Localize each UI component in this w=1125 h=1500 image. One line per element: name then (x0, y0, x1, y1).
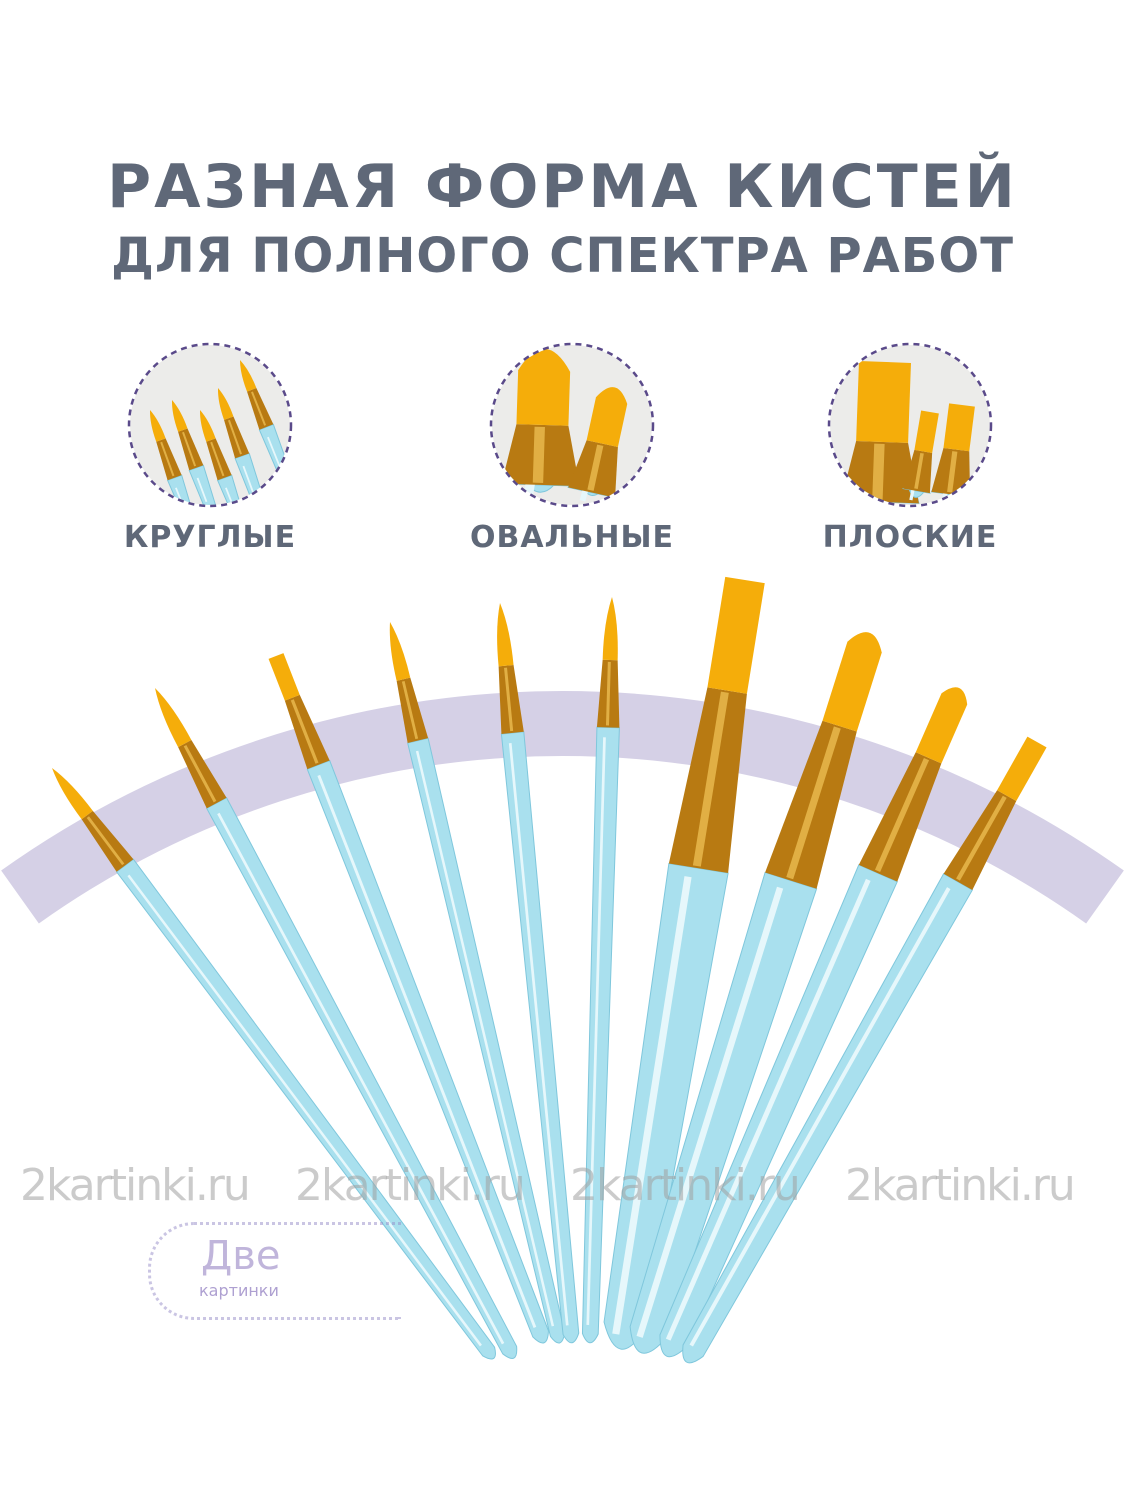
heading-line-1: РАЗНАЯ ФОРМА КИСТЕЙ (107, 152, 1018, 222)
ferrule-shine (914, 452, 924, 490)
brush-bristles (52, 768, 93, 820)
brush-bristles (155, 688, 192, 748)
ferrule-shine (183, 744, 217, 803)
watermark-logo: Две картинки (148, 1222, 401, 1320)
ferrule-shine (210, 441, 225, 477)
mini-brush (500, 348, 581, 496)
ferrule-shine (956, 795, 1007, 881)
brush-handle (682, 873, 974, 1364)
handle-highlight (508, 743, 569, 1326)
ferrule-shine (947, 451, 958, 493)
mini-brush (171, 400, 218, 505)
brush-bristles (586, 387, 628, 448)
watermark-text: 2kartinki.ru (570, 1160, 801, 1211)
circle-dashed-border (127, 342, 293, 508)
ferrule-shine (504, 667, 514, 732)
brush-bristles (171, 400, 188, 432)
circle-dashed-border (827, 342, 993, 508)
circle-content (500, 348, 628, 502)
ferrule-shine (251, 391, 267, 426)
handle-highlight (586, 737, 606, 1325)
watermark-text: 2kartinki.ru (845, 1160, 1076, 1211)
ferrule-shine (290, 699, 319, 764)
mini-brush (902, 410, 939, 501)
brush-bristles (240, 360, 257, 392)
handle-highlight (217, 812, 505, 1345)
paintbrush (155, 688, 518, 1359)
ferrule-shine (692, 691, 729, 867)
paintbrush (268, 653, 549, 1344)
brush-ferrule (498, 664, 524, 734)
handle-highlight (196, 477, 208, 503)
handle-highlight (415, 750, 555, 1327)
mini-brush (149, 410, 193, 505)
ferrule-shine (86, 816, 125, 866)
brush-handle (581, 726, 620, 1344)
brush-bristles (217, 388, 234, 420)
paintbrush (389, 622, 566, 1344)
brush-bristles (707, 576, 765, 694)
brush-bristles (915, 687, 968, 764)
decorative-arc (1, 691, 1124, 924)
ferrule-shine (532, 426, 545, 484)
brush-ferrule (396, 677, 429, 743)
handle-highlight (665, 878, 871, 1341)
ferrule-shine (401, 681, 419, 740)
watermark-logo-main: Две (201, 1233, 281, 1279)
brush-bristles (943, 403, 975, 452)
heading-line-2: ДЛЯ ПОЛНОГО СПЕКТРА РАБОТ (111, 228, 1014, 284)
mini-brush (567, 387, 628, 502)
ferrule-shine (227, 419, 242, 455)
brush-bristles (914, 410, 939, 453)
mini-brush (199, 410, 243, 505)
ferrule-shine (182, 431, 197, 467)
brush-bristles (822, 632, 882, 732)
circle-dashed-border (489, 342, 655, 508)
brush-bristles (389, 622, 411, 681)
handle-highlight (317, 774, 537, 1328)
watermark-text: 2kartinki.ru (20, 1160, 251, 1211)
ferrule-shine (786, 726, 841, 880)
handle-highlight (689, 887, 951, 1347)
brush-bristles (149, 410, 166, 442)
ferrule-shine (587, 444, 604, 491)
paintbrush (581, 597, 620, 1344)
paintbrush (659, 687, 968, 1358)
category-round-label: КРУГЛЫЕ (123, 520, 297, 555)
brush-bristles (516, 348, 571, 426)
watermark-text: 2kartinki.ru (295, 1160, 526, 1211)
watermark-logo-sub: картинки (199, 1281, 279, 1300)
brush-bristles (497, 603, 514, 667)
ferrule-shine (160, 441, 175, 477)
paintbrush (497, 603, 580, 1344)
ferrule-shine (872, 443, 885, 501)
paintbrush (629, 632, 882, 1354)
brush-bristles (856, 361, 911, 443)
category-flat-label: ПЛОСКИЕ (822, 520, 998, 555)
handle-highlight (636, 886, 784, 1338)
brush-bristles (602, 597, 618, 661)
category-oval-label: ОВАЛЬНЫЕ (469, 520, 675, 555)
brush-bristles (997, 736, 1047, 802)
brush-bristles (199, 410, 216, 442)
brush-bristles (268, 653, 300, 701)
ferrule-shine (874, 757, 930, 872)
handle-highlight (225, 487, 233, 503)
handle-highlight (612, 876, 692, 1335)
ferrule-shine (605, 661, 611, 726)
handle-highlight (127, 874, 482, 1347)
paintbrush (682, 736, 1047, 1364)
